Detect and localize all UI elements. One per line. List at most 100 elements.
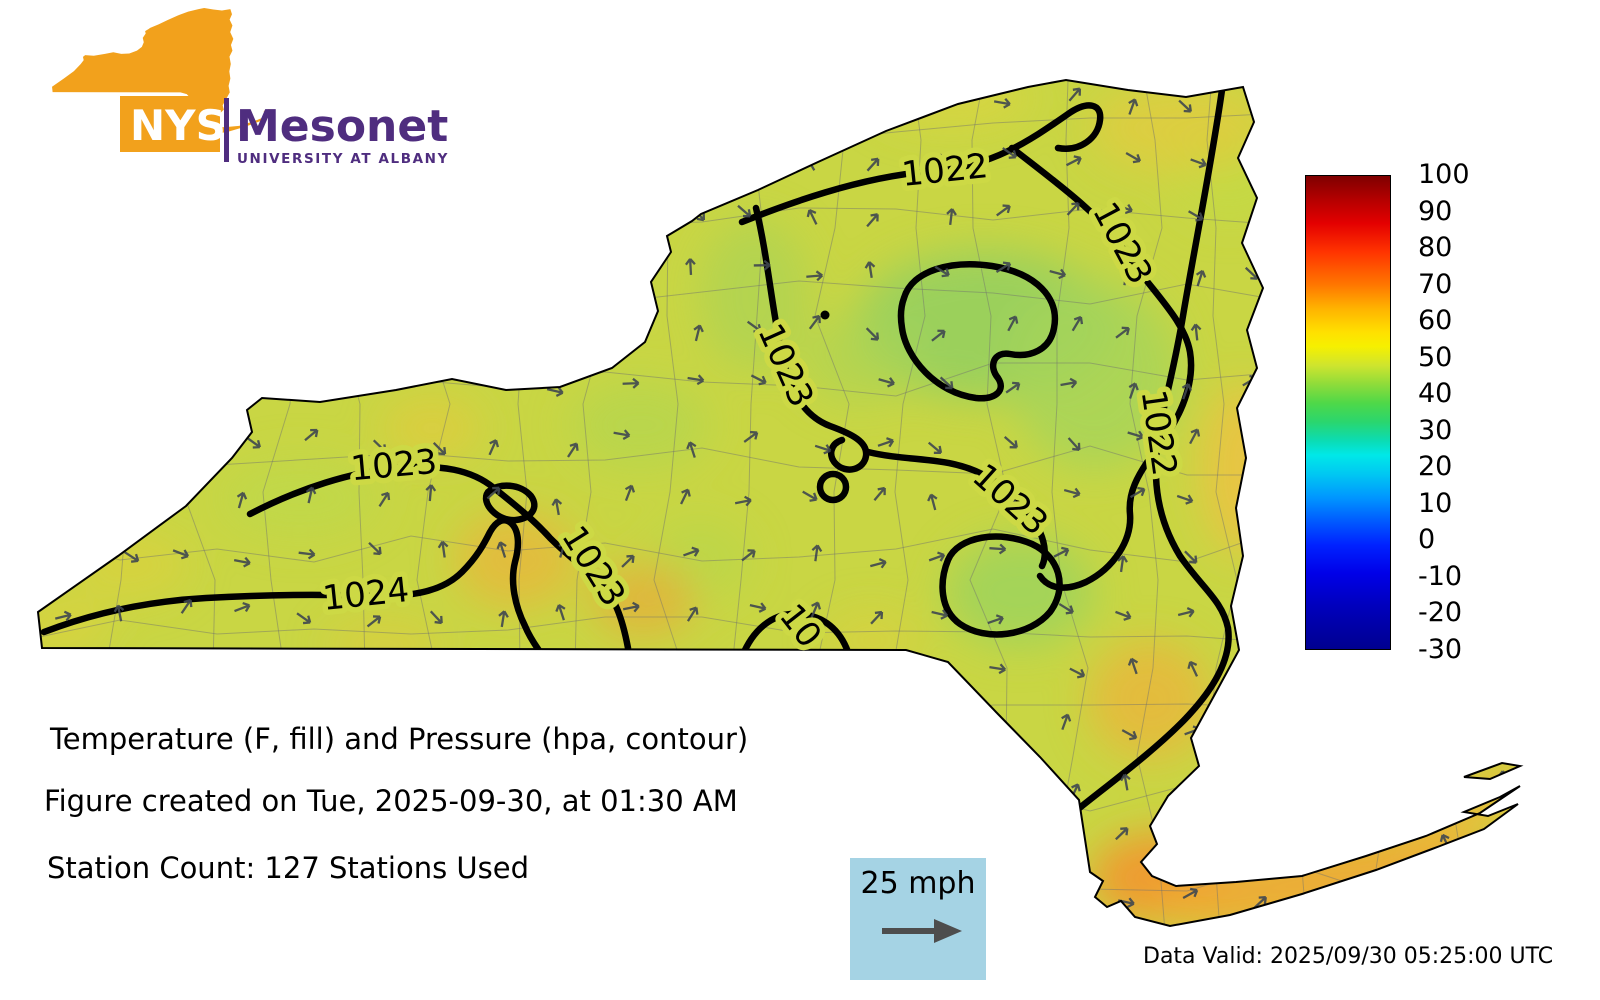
wind-arrow-icon [1003,436,1018,449]
wind-arrow-icon [126,154,137,171]
wind-arrow-icon [624,484,636,502]
wind-arrow-icon [432,663,444,680]
wind-arrow-icon [1129,486,1146,499]
wind-arrow-icon [373,208,389,221]
wind-arrow-icon [306,664,317,681]
wind-arrow-icon [1057,827,1073,840]
wind-arrow-icon [62,325,77,339]
wind-arrow-icon [1247,144,1259,161]
wind-arrow-icon [1068,87,1082,102]
wind-arrow-icon [1317,723,1329,741]
station-dot [820,310,830,320]
wind-arrow-icon [497,888,514,900]
pressure-contour-line [939,533,1063,638]
wind-arrow-icon [625,833,642,845]
colorbar-tick-label: 100 [1418,159,1470,190]
wind-arrow-icon [681,669,693,687]
station-count-text: Station Count: 127 Stations Used [47,851,530,885]
wind-arrow-icon [990,835,1006,848]
wind-speed-legend: 25 mph [850,858,986,980]
wind-arrow-icon [1189,428,1201,445]
wind-arrow-icon [299,374,317,385]
wind-arrow-icon [505,370,516,388]
wind-arrow-icon [426,323,442,335]
wind-arrow-icon [1115,610,1132,621]
wind-arrow-icon [497,216,514,228]
wind-arrow-icon [368,542,382,556]
wind-arrow-icon [866,213,879,228]
wind-arrow-icon [1070,895,1081,913]
wind-arrow-icon [1177,607,1195,618]
wind-arrow-icon [1060,377,1078,389]
colorbar-tick-label: -30 [1418,634,1463,665]
wind-arrow-icon [185,214,203,225]
wind-arrow-icon [865,327,880,341]
temperature-colorbar [1305,175,1391,650]
wind-arrow-icon [432,442,447,456]
wind-arrow-icon [298,548,316,560]
wind-arrow-icon [989,543,1007,555]
wind-arrow-icon [429,610,443,625]
ny-state-outline [36,78,1524,928]
wind-arrow-icon [486,486,501,500]
wind-arrow-icon [170,485,182,503]
wind-arrow-icon [430,211,448,223]
wind-arrow-icon [234,601,251,613]
wind-arrow-icon [174,262,185,280]
wind-arrow-icon [693,324,704,342]
wind-arrow-icon [1069,667,1086,679]
wind-arrow-icon [1244,664,1256,680]
wind-arrow-icon [614,665,631,677]
wind-arrow-icon [931,329,946,342]
wind-arrow-icon [1127,430,1144,441]
colorbar-tick-label: 70 [1418,268,1453,300]
wind-arrow-icon [1049,268,1067,280]
wind-arrow-icon [683,546,700,557]
wind-arrow-icon [622,601,640,613]
colorbar-tick-label: 30 [1418,414,1453,446]
wind-arrow-icon [295,315,313,326]
wind-arrow-icon [880,772,891,790]
wind-arrow-icon [123,263,134,280]
wind-arrow-icon [1386,715,1398,733]
wind-arrow-icon [308,271,323,285]
wind-arrow-icon [613,429,631,440]
wind-arrow-icon [437,540,449,558]
wind-arrow-icon [811,544,823,562]
wind-arrow-icon [561,318,575,332]
wind-arrow-icon [928,826,942,840]
colorbar-tick-labels: 100 90 80 70 60 50 40 30 20 10 0 -10 -20 -30 [1418,159,1508,665]
wind-arrow-icon [242,256,254,274]
wind-arrow-icon [1244,720,1256,737]
wind-arrow-icon [187,156,204,168]
wind-arrow-icon [365,319,382,330]
wind-arrow-icon [687,374,705,386]
wind-arrow-icon [1252,212,1263,230]
wind-arrow-icon [1372,894,1389,905]
logo-nys-box [120,96,220,152]
wind-arrow-icon [1007,499,1018,516]
wind-arrow-icon [931,609,949,620]
wind-arrow-icon [1066,202,1080,216]
wind-arrow-icon [366,615,382,628]
colorbar-tick-label: 50 [1418,341,1453,373]
wind-arrow-icon [117,369,128,386]
wind-arrow-icon [1506,155,1520,167]
wind-arrow-icon [939,151,957,162]
wind-arrow-icon [819,883,831,900]
wind-arrow-icon [798,383,815,394]
wind-arrow-icon [677,144,689,161]
colorbar-tick-label: 80 [1418,232,1453,264]
wind-arrow-icon [688,99,705,111]
wind-arrow-icon [992,769,1003,786]
wind-arrow-icon [1128,382,1139,399]
wind-arrow-icon [425,890,442,902]
colorbar-tick-label: 10 [1418,487,1453,519]
wind-arrow-icon [173,326,188,339]
wind-arrow-icon [374,892,392,904]
wind-arrow-icon [44,201,56,218]
wind-arrow-icon [814,778,832,790]
wind-arrow-icon [941,773,953,790]
wind-arrow-icon [1190,158,1207,169]
colorbar-tick-label: 0 [1418,524,1436,556]
